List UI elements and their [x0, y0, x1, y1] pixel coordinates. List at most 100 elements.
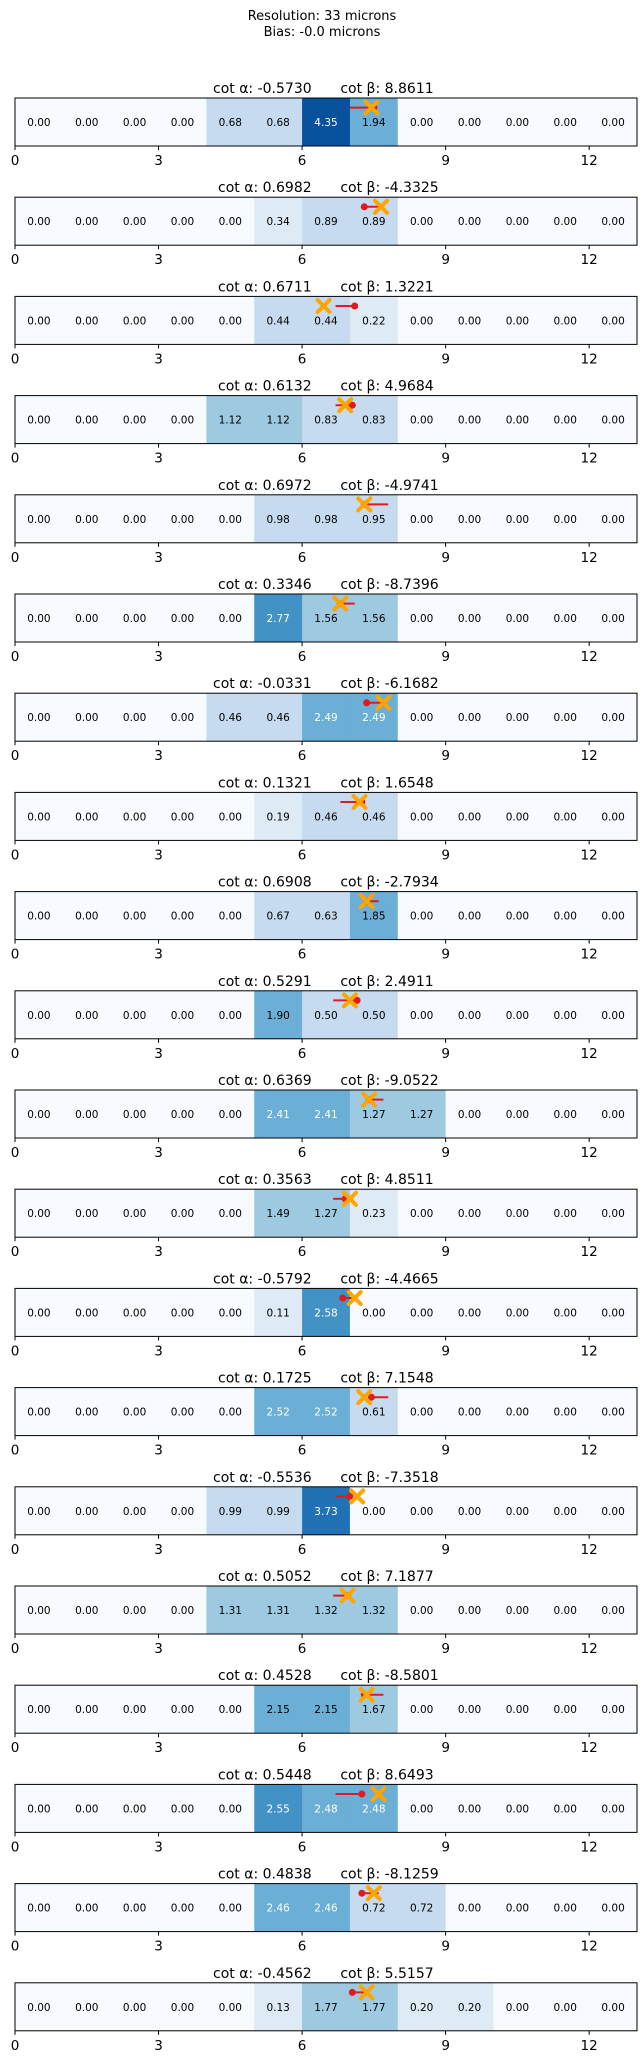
cell-value-label: 0.00 — [458, 613, 481, 625]
heatmap-cell — [541, 792, 590, 841]
cell-value-label: 0.00 — [554, 415, 577, 427]
cell-value-label: 0.46 — [219, 712, 243, 724]
cell-value-label: 0.00 — [554, 911, 577, 923]
heatmap-cell — [541, 1784, 590, 1833]
cell-value-label: 0.44 — [314, 315, 338, 327]
panel-title-beta: cot β: 7.1877 — [340, 1569, 433, 1585]
cell-value-label: 0.00 — [75, 1010, 98, 1022]
heatmap-cell — [62, 197, 112, 246]
panel-title-beta: cot β: -8.5801 — [340, 1668, 438, 1684]
heatmap-cell — [493, 296, 542, 345]
heatmap-cell — [541, 1090, 590, 1138]
cell-value-label: 0.00 — [410, 514, 433, 526]
cell-value-label: 0.00 — [458, 1803, 481, 1815]
panel-title-alpha: cot α: 0.4528 — [218, 1668, 312, 1684]
heatmap-cell — [158, 197, 207, 246]
heatmap-cell — [445, 1685, 494, 1734]
panel-frame — [14, 1188, 638, 1238]
heatmap-cell — [62, 1189, 112, 1238]
cell-value-label: 1.31 — [219, 1605, 242, 1617]
heatmap-cell — [254, 1486, 303, 1535]
heatmap-cell — [445, 1090, 494, 1138]
cell-value-label: 0.11 — [266, 1307, 289, 1319]
heatmap-cell — [349, 1189, 399, 1238]
cell-value-label: 0.00 — [506, 1605, 529, 1617]
cell-value-label: 0.00 — [123, 1704, 146, 1716]
cell-value-label: 0.00 — [123, 712, 146, 724]
panel-title-alpha: cot α: -0.5792 — [213, 1271, 312, 1287]
x-tick-label: 6 — [298, 947, 307, 963]
x-tick-label: 12 — [581, 748, 598, 764]
heatmap-cell — [110, 395, 160, 444]
heatmap-cell — [445, 1387, 494, 1436]
heatmap-cell — [62, 1387, 112, 1436]
panel-frame — [14, 395, 638, 445]
x-tick-label: 9 — [441, 1046, 450, 1062]
panel: cot α: 0.6132 cot β: 4.9684 0.00 0.00 0.00 0.… — [11, 379, 638, 467]
x-tick-label: 9 — [441, 252, 450, 268]
heatmap-cell — [254, 1586, 303, 1634]
cell-value-label: 0.00 — [506, 1903, 529, 1915]
heatmap-cell — [302, 1090, 351, 1138]
x-tick-label: 6 — [298, 1046, 307, 1062]
panel: cot α: -0.4562 cot β: 5.5157 0.00 0.00 0.00 0… — [11, 1966, 638, 2054]
heatmap-cell — [445, 1982, 494, 2031]
x-tick-label: 12 — [581, 1939, 598, 1955]
heatmap-cell — [541, 1586, 590, 1634]
x-tick-label: 0 — [11, 649, 20, 665]
heatmap-cell — [62, 1982, 112, 2031]
x-tick-label: 3 — [154, 550, 163, 566]
x-tick-label: 12 — [581, 847, 598, 863]
heatmap-cell — [349, 1090, 399, 1138]
x-tick-label: 12 — [581, 1740, 598, 1756]
panel: cot α: 0.3346 cot β: -8.7396 0.00 0.00 0.00 0… — [11, 577, 638, 665]
cell-value-label: 0.00 — [219, 911, 242, 923]
heatmap-cell — [110, 1784, 160, 1833]
panel: cot α: -0.0331 cot β: -6.1682 0.00 0.00 0.00… — [11, 676, 638, 764]
heatmap-cell — [206, 693, 255, 742]
x-tick-label: 6 — [298, 1145, 307, 1161]
panel-title-alpha: cot α: 0.6982 — [218, 180, 312, 196]
true-position-dot — [348, 1988, 356, 1996]
panel-frame — [14, 97, 638, 147]
cell-value-label: 2.77 — [266, 613, 289, 625]
x-tick-label: 9 — [441, 748, 450, 764]
cell-value-label: 0.00 — [601, 1307, 624, 1319]
heatmap-cell — [302, 197, 351, 246]
cell-value-label: 0.00 — [27, 315, 50, 327]
heatmap-cell — [110, 1982, 160, 2031]
x-tick-label: 0 — [11, 550, 20, 566]
x-tick-label: 6 — [298, 1939, 307, 1955]
cell-value-label: 0.00 — [27, 1010, 50, 1022]
x-tick-label: 0 — [11, 1542, 20, 1558]
heatmap-cell — [493, 197, 542, 246]
x-tick-label: 9 — [441, 1641, 450, 1657]
cell-value-label: 0.00 — [171, 1506, 194, 1518]
heatmap-cell — [62, 1288, 112, 1337]
heatmap-cell — [110, 494, 160, 543]
cell-value-label: 0.00 — [458, 712, 481, 724]
heatmap-cell — [541, 1288, 590, 1337]
cell-value-label: 1.27 — [362, 1109, 385, 1121]
cell-value-label: 0.20 — [458, 2002, 481, 2014]
panel: cot α: 0.5291 cot β: 2.4911 0.00 0.00 0.00 0.… — [11, 974, 638, 1062]
heatmap-cell — [349, 197, 399, 246]
heatmap-cell — [397, 1090, 447, 1138]
x-tick-label: 3 — [154, 1343, 163, 1359]
cell-value-label: 2.49 — [362, 712, 385, 724]
heatmap-cell — [158, 891, 207, 940]
cell-value-label: 0.98 — [266, 514, 289, 526]
cell-value-label: 0.00 — [219, 1208, 242, 1220]
heatmap-cell — [158, 1387, 207, 1436]
cell-value-label: 0.00 — [410, 1407, 433, 1419]
heatmap-cell — [397, 990, 447, 1039]
cell-value-label: 0.19 — [266, 811, 289, 823]
cell-value-label: 0.00 — [27, 2002, 50, 2014]
cell-value-label: 0.00 — [458, 1506, 481, 1518]
heatmap-cell — [15, 98, 64, 146]
heatmap-cell — [493, 1883, 542, 1932]
true-position-dot — [358, 1790, 366, 1798]
x-tick-label: 0 — [11, 1839, 20, 1855]
cell-value-label: 0.00 — [123, 1109, 146, 1121]
